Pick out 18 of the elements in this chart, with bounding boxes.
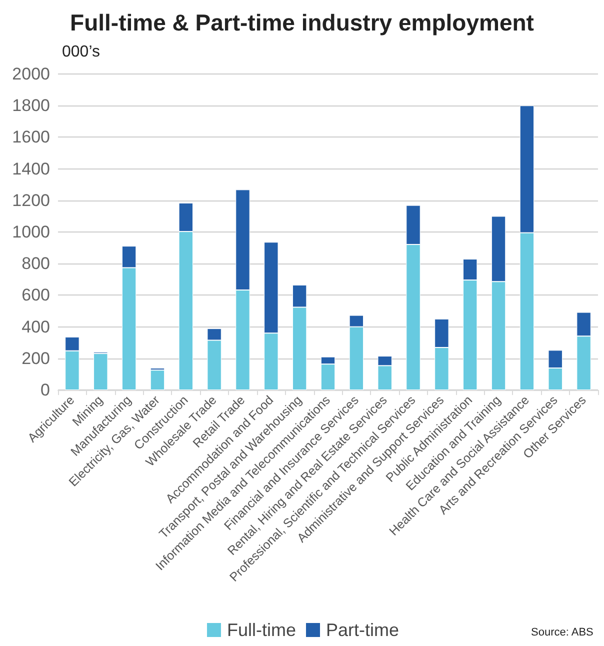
y-tick-label: 200 [22,348,50,368]
y-axis-title: 000’s [62,44,100,60]
y-tick-label: 0 [40,380,50,400]
source-note: Source: ABS [531,626,594,638]
bar [94,354,108,390]
y-tick-label: 2000 [12,64,50,84]
y-tick-label: 1000 [12,222,50,242]
y-tick-label: 1200 [12,190,50,210]
y-tick-label: 1400 [12,159,50,178]
y-tick-label: 400 [22,317,50,336]
legend-label: Part-time [326,620,400,640]
legend-label: Full-time [226,620,296,640]
y-tick-label: 600 [22,286,50,305]
chart-title: Full-time & Part-time industry employment [70,10,534,36]
bar [150,370,165,390]
y-tick-label: 1800 [12,96,50,116]
y-tick-label: 1600 [12,128,50,147]
y-tick-label: 800 [22,254,50,274]
